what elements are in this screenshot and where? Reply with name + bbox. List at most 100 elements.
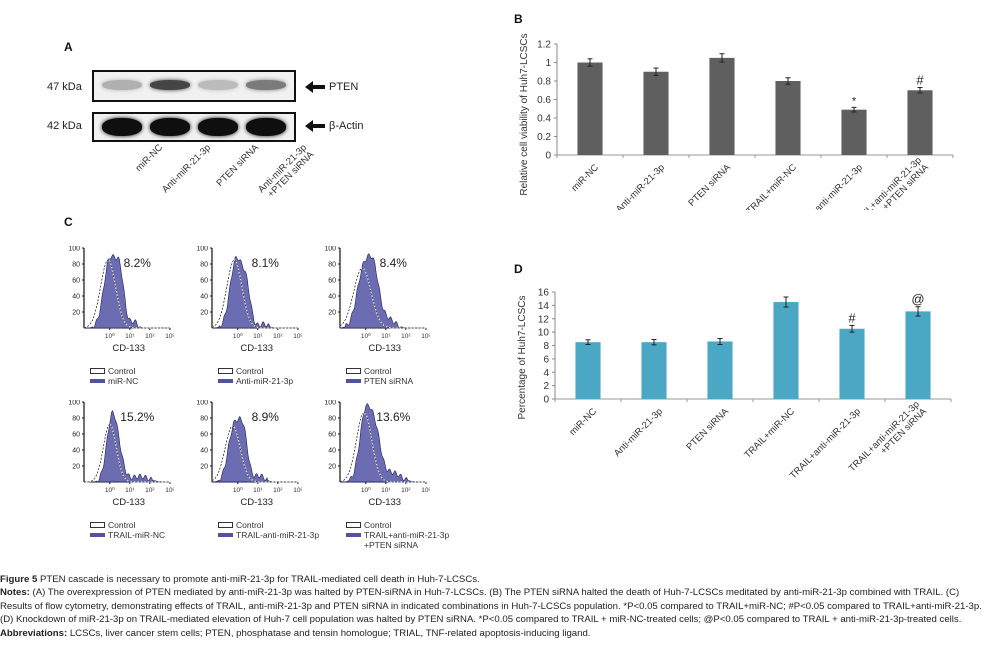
caption-abbreviations: Abbreviations: LCSCs, liver cancer stem … xyxy=(0,627,986,640)
error-bar xyxy=(915,306,921,317)
x-tick-label: 10² xyxy=(145,487,155,494)
legend-treatment: PTEN siRNA xyxy=(346,376,413,386)
legend-label: TRAIL-miR-NC xyxy=(108,530,166,540)
y-tick-label: 100 xyxy=(196,246,208,253)
significance-marker: # xyxy=(848,310,856,325)
legend-swatch-open xyxy=(218,368,233,374)
legend-label: TRAIL+anti-miR-21-3p +PTEN siRNA xyxy=(364,530,450,550)
blot-band xyxy=(102,80,142,90)
x-tick-label: 10⁰ xyxy=(105,486,115,494)
left-arrow-icon xyxy=(305,81,325,93)
y-tick-label: 40 xyxy=(200,294,208,301)
y-tick-label: 20 xyxy=(200,310,208,317)
svg-text:miR-NC: miR-NC xyxy=(569,162,601,194)
blot-band xyxy=(246,80,286,90)
bar xyxy=(907,90,933,155)
legend-label: Control xyxy=(364,520,392,530)
error-bar xyxy=(783,296,789,308)
x-tick-label: 10¹ xyxy=(381,487,391,494)
x-tick-label: TRAIL+miR-NC xyxy=(742,406,797,461)
y-tick-label: 0.8 xyxy=(537,77,551,88)
x-tick-label: 10¹ xyxy=(125,333,135,340)
y-axis-label: Relative cell viability of Huh7-LCSCs xyxy=(519,33,530,195)
actin-kda-label: 42 kDa xyxy=(47,120,82,132)
x-tick-label: TRAIL+miR-NC xyxy=(744,162,799,210)
y-tick-label: 40 xyxy=(200,448,208,455)
legend-label: Control xyxy=(236,366,264,376)
error-bar xyxy=(587,58,593,67)
legend-treatment: TRAIL-miR-NC xyxy=(90,530,165,540)
y-tick-label: 8 xyxy=(543,341,549,352)
y-tick-label: 2 xyxy=(543,381,549,392)
control-histogram-outline xyxy=(339,267,426,329)
x-tick-label: 10² xyxy=(145,333,155,340)
bar xyxy=(709,57,735,155)
figure-title: PTEN cascade is necessary to promote ant… xyxy=(37,574,480,585)
svg-text:TRAIL+miR-NC: TRAIL+miR-NC xyxy=(744,162,799,210)
flow-histogram: 20 40 60 80 100 10⁰ 10¹ 10² 10³ 13.6% CD-133 xyxy=(324,400,430,508)
legend-swatch-filled xyxy=(218,533,233,537)
svg-text:PTEN siRNA: PTEN siRNA xyxy=(686,162,733,209)
panel-a-letter: A xyxy=(64,40,73,54)
y-tick-label: 40 xyxy=(72,448,80,455)
x-tick-label: 10¹ xyxy=(253,487,263,494)
flow-histogram: 20 40 60 80 100 10⁰ 10¹ 10² 10³ 8.4% CD-133 xyxy=(324,246,430,354)
x-axis-label: CD-133 xyxy=(112,497,145,508)
y-tick-label: 0 xyxy=(545,151,551,162)
y-tick-label: 0.4 xyxy=(537,114,551,125)
x-tick-label: 10¹ xyxy=(125,487,135,494)
y-tick-label: 20 xyxy=(72,464,80,471)
control-histogram xyxy=(84,423,170,483)
legend-treatment: TRAIL-anti-miR-21-3p xyxy=(218,530,319,540)
legend-control: Control xyxy=(90,520,135,530)
legend-treatment: Anti-miR-21-3p xyxy=(218,376,293,386)
x-axis-label: CD-133 xyxy=(368,497,401,508)
flow-histogram: 20 40 60 80 100 10⁰ 10¹ 10² 10³ 8.2% CD-133 xyxy=(68,246,174,354)
y-tick-label: 80 xyxy=(328,262,336,269)
x-tick-label: 10⁰ xyxy=(105,332,115,340)
figure-caption: Figure 5 PTEN cascade is necessary to pr… xyxy=(0,573,986,640)
error-bar xyxy=(917,86,923,94)
panel-d-letter: D xyxy=(514,262,523,276)
legend-swatch-filled xyxy=(346,379,361,383)
bar xyxy=(707,341,733,399)
legend-label: Control xyxy=(108,366,136,376)
panel-c-letter: C xyxy=(64,215,73,229)
notes-text: (A) The overexpression of PTEN mediated … xyxy=(0,587,982,626)
y-tick-label: 1.2 xyxy=(537,40,551,51)
y-tick-label: 100 xyxy=(196,400,208,407)
percent-label: 13.6% xyxy=(376,410,410,424)
legend-control: Control xyxy=(90,366,135,376)
legend-control: Control xyxy=(346,520,391,530)
x-tick-label: Anti-miR-21-3p xyxy=(612,406,665,459)
error-bar xyxy=(651,338,657,346)
x-tick-label: 10³ xyxy=(293,333,302,340)
legend-label: PTEN siRNA xyxy=(364,376,414,386)
legend-label: miR-NC xyxy=(108,376,139,386)
bar xyxy=(643,71,669,155)
y-tick-label: 10 xyxy=(538,328,550,339)
legend-label: Control xyxy=(236,520,264,530)
x-axis-label: CD-133 xyxy=(368,343,401,354)
legend-swatch-open xyxy=(218,522,233,528)
y-tick-label: 12 xyxy=(538,314,550,325)
y-tick-label: 20 xyxy=(72,310,80,317)
y-tick-label: 80 xyxy=(72,262,80,269)
y-tick-label: 60 xyxy=(328,278,336,285)
bar xyxy=(641,342,667,399)
x-tick-label: 10² xyxy=(401,333,411,340)
x-tick-label: 10³ xyxy=(421,487,430,494)
left-arrow-icon xyxy=(305,120,325,132)
blot-band xyxy=(246,118,286,136)
x-tick-label: 10² xyxy=(401,487,411,494)
legend-swatch-filled xyxy=(90,379,105,383)
y-tick-label: 14 xyxy=(538,301,550,312)
y-tick-label: 6 xyxy=(543,354,549,365)
x-tick-label: 10⁰ xyxy=(233,486,243,494)
pten-arrow: PTEN xyxy=(304,80,358,94)
caption-notes: Notes: (A) The overexpression of PTEN me… xyxy=(0,586,986,626)
percent-label: 8.9% xyxy=(252,410,280,424)
treatment-histogram xyxy=(84,410,170,483)
caption-title-line: Figure 5 PTEN cascade is necessary to pr… xyxy=(0,573,986,586)
legend-control: Control xyxy=(218,366,263,376)
